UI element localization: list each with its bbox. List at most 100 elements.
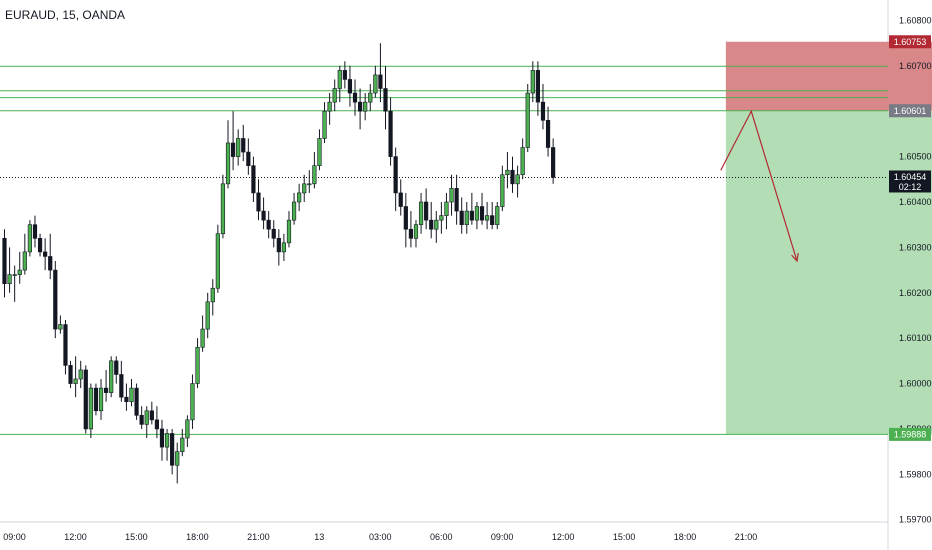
- chart-title: EURAUD, 15, OANDA: [5, 8, 126, 22]
- candle-body: [68, 365, 73, 384]
- candle-body: [210, 287, 215, 303]
- candle-body: [454, 188, 459, 212]
- candle-body: [327, 101, 332, 112]
- y-tick-label: 1.60300: [899, 242, 932, 252]
- candle-body: [144, 410, 149, 425]
- candle-body: [479, 206, 485, 221]
- x-tick-label: 09:00: [491, 532, 514, 542]
- candle-body: [373, 74, 378, 94]
- candle-body: [266, 219, 271, 230]
- candle-body: [535, 70, 540, 103]
- candle-body: [246, 151, 251, 166]
- candle-body: [393, 156, 398, 194]
- countdown-label: 02:12: [899, 182, 922, 192]
- x-tick-label: 12:00: [64, 532, 87, 542]
- candle-body: [114, 360, 119, 375]
- candle-body: [119, 374, 124, 398]
- candle-body: [342, 70, 347, 80]
- x-tick-label: 12:00: [552, 532, 575, 542]
- candle-body: [43, 251, 48, 257]
- stop-loss-zone[interactable]: [725, 41, 932, 111]
- candle-body: [164, 433, 170, 448]
- candle-body: [429, 219, 434, 230]
- candle-body: [307, 183, 312, 186]
- candle-body: [312, 165, 317, 185]
- candle-body: [347, 79, 353, 94]
- candle-body: [236, 138, 241, 157]
- candle-body: [332, 88, 337, 103]
- candle-body: [530, 70, 535, 94]
- candle-body: [63, 324, 68, 366]
- candle-body: [383, 88, 388, 112]
- candle-body: [398, 192, 403, 207]
- candle-body: [302, 183, 307, 194]
- y-tick-label: 1.60100: [899, 333, 932, 343]
- x-tick-label: 09:00: [3, 532, 26, 542]
- x-tick-label: 15:00: [613, 532, 636, 542]
- candle-body: [190, 383, 195, 421]
- take-profit-zone[interactable]: [725, 110, 932, 435]
- candle-body: [134, 387, 139, 416]
- candle-body: [220, 183, 226, 235]
- candle-body: [48, 256, 53, 271]
- candle-body: [484, 215, 490, 221]
- candle-body: [149, 410, 154, 421]
- candle-body: [464, 210, 469, 225]
- candle-body: [109, 360, 114, 393]
- price-badge: [889, 170, 931, 193]
- y-tick-label: 1.60500: [899, 152, 932, 162]
- price-badge-label: 1.59888: [894, 429, 927, 439]
- candle-body: [317, 138, 322, 166]
- candle-body: [515, 174, 520, 185]
- candle-body: [241, 138, 246, 153]
- candle-body: [185, 419, 190, 439]
- candle-body: [291, 201, 297, 221]
- candle-body: [78, 369, 83, 380]
- candle-body: [22, 251, 27, 271]
- candle-body: [159, 428, 165, 448]
- x-tick-label: 13: [314, 532, 324, 542]
- candle-body: [200, 328, 205, 348]
- candle-body: [469, 210, 474, 221]
- candle-body: [281, 242, 287, 253]
- price-badge: [889, 104, 931, 118]
- y-tick-label: 1.60800: [899, 15, 932, 25]
- candle-body: [7, 274, 12, 284]
- candle-body: [439, 215, 444, 221]
- y-tick-label: 1.59800: [899, 469, 932, 479]
- candle-body: [32, 224, 38, 239]
- candle-body: [357, 101, 363, 112]
- candle-body: [368, 92, 373, 103]
- candle-body: [271, 228, 276, 239]
- candle-body: [495, 206, 500, 225]
- price-badge-label: 1.60753: [894, 37, 927, 47]
- candle-body: [98, 387, 104, 412]
- candle-body: [256, 192, 261, 212]
- candle-body: [104, 387, 109, 393]
- x-tick-label: 03:00: [369, 532, 392, 542]
- candle-body: [88, 387, 93, 430]
- projection-path[interactable]: [720, 109, 798, 262]
- candle-body: [175, 451, 180, 466]
- candle-body: [12, 274, 17, 276]
- candle-body: [93, 387, 99, 412]
- candle-body: [154, 419, 160, 430]
- candle-body: [474, 206, 480, 221]
- candle-body: [510, 169, 515, 185]
- candle-body: [434, 219, 439, 230]
- price-badge-label: 1.60601: [894, 106, 927, 116]
- candle-body: [322, 110, 327, 139]
- price-badge: [889, 35, 931, 49]
- candle-body: [129, 387, 134, 403]
- candle-body: [205, 301, 210, 330]
- candle-body: [251, 165, 256, 194]
- candle-body: [261, 210, 266, 221]
- candle-body: [225, 142, 231, 185]
- candle-body: [139, 415, 144, 425]
- candle-body: [424, 201, 429, 221]
- candle-body: [444, 201, 449, 216]
- candle-body: [17, 269, 22, 275]
- x-tick-label: 18:00: [674, 532, 697, 542]
- y-tick-label: 1.60000: [899, 379, 932, 389]
